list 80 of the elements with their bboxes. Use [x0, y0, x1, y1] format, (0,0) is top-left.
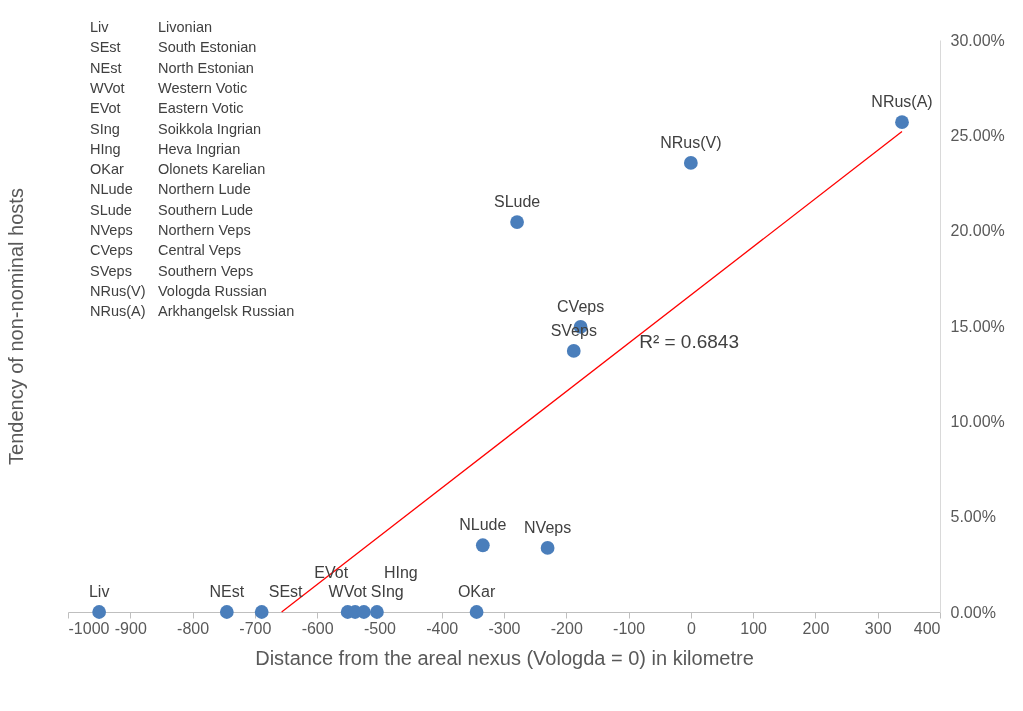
- x-tick-label: -500: [363, 619, 397, 637]
- y-axis-title: Tendency of non-nominal hosts: [4, 188, 27, 465]
- annotation: OKar: [90, 161, 125, 178]
- x-tick-label: -600: [301, 619, 334, 637]
- point: [370, 605, 384, 619]
- point: [510, 215, 524, 229]
- x-tick-label: 200: [802, 619, 830, 637]
- annotation: NRus(V): [660, 133, 722, 151]
- annotation: SEst: [90, 39, 121, 56]
- point: [540, 541, 555, 555]
- y-tick-label: 20.00%: [950, 222, 1005, 240]
- annotation: NEst: [90, 59, 122, 76]
- annotation: NLude: [459, 516, 507, 534]
- annotation: NRus(V): [90, 282, 146, 299]
- annotation: CVeps: [557, 297, 605, 315]
- point: [566, 344, 581, 358]
- x-tick-label: -900: [114, 619, 147, 637]
- point: [895, 115, 909, 130]
- x-tick-label: -1000: [68, 619, 110, 637]
- annotation: Southern Lude: [158, 201, 254, 218]
- annotation: Western Votic: [158, 79, 248, 96]
- annotation: NEst: [209, 583, 245, 600]
- point: [219, 605, 234, 619]
- annotation: Southern Veps: [158, 262, 254, 279]
- annotation: SIng: [90, 120, 120, 137]
- annotation: SEst: [268, 583, 304, 600]
- annotation: Northern Lude: [158, 181, 251, 198]
- y-tick-label: 15.00%: [950, 317, 1005, 335]
- x-tick-label: 400: [913, 619, 941, 637]
- annotation: Vologda Russian: [158, 282, 267, 299]
- annotation: SIng: [370, 583, 404, 600]
- point: [475, 538, 490, 553]
- point: [469, 605, 484, 619]
- y-tick-label: 25.00%: [950, 126, 1005, 144]
- annotation: WVot: [328, 583, 368, 600]
- annotation: South Estonian: [158, 39, 257, 56]
- x-axis-title: Distance from the areal nexus (Vologda = 0) in kilometre: [255, 646, 754, 669]
- text: Liv: [90, 19, 110, 35]
- annotation: CVeps: [90, 242, 133, 259]
- x-tick-label: 100: [740, 619, 768, 637]
- annotation: North Estonian: [158, 59, 254, 76]
- x-tick-label: -700: [239, 619, 272, 637]
- annotation: NVeps: [90, 222, 133, 238]
- annotation: SLude: [493, 193, 541, 211]
- annotation: Liv: [88, 583, 110, 600]
- annotation: Central Veps: [158, 242, 242, 259]
- annotation: NRus(A): [90, 303, 146, 320]
- annotation: Olonets Karelian: [158, 161, 266, 178]
- point: [254, 605, 269, 619]
- annotation: WVot: [90, 79, 125, 96]
- annotation: HIng: [90, 140, 121, 157]
- annotation: SVeps: [550, 321, 597, 339]
- x-tick-label: -100: [613, 619, 646, 637]
- annotation: EVot: [90, 100, 121, 117]
- annotation: NLude: [90, 181, 133, 198]
- x-tick-label: -800: [177, 619, 210, 637]
- x-tick-label: 300: [864, 619, 892, 637]
- y-tick-label: 10.00%: [950, 412, 1005, 430]
- x-tick-label: 0: [686, 619, 696, 637]
- annotation: NRus(A): [871, 93, 933, 111]
- annotation: R² = 0.6843: [639, 331, 739, 353]
- annotation: Northern Veps: [158, 222, 251, 238]
- y-tick-label: 30.00%: [950, 31, 1005, 49]
- point: [92, 605, 107, 619]
- annotation: Arkhangelsk Russian: [158, 303, 295, 320]
- annotation: SVeps: [90, 262, 132, 279]
- x-tick-label: -200: [550, 619, 583, 637]
- annotation: Heva Ingrian: [158, 140, 241, 157]
- text: Livonian: [158, 19, 213, 35]
- annotation: Eastern Votic: [158, 100, 244, 117]
- y-tick-label: 0.00%: [950, 603, 996, 621]
- annotation: HIng: [383, 564, 418, 581]
- y-tick-label: 5.00%: [950, 508, 996, 526]
- point: [683, 156, 698, 170]
- x-tick-label: -300: [488, 619, 521, 637]
- annotation: SLude: [90, 201, 132, 218]
- annotation: OKar: [457, 583, 496, 600]
- x-tick-label: -400: [426, 619, 459, 637]
- annotation: NVeps: [524, 518, 572, 536]
- annotation: Soikkola Ingrian: [158, 120, 262, 137]
